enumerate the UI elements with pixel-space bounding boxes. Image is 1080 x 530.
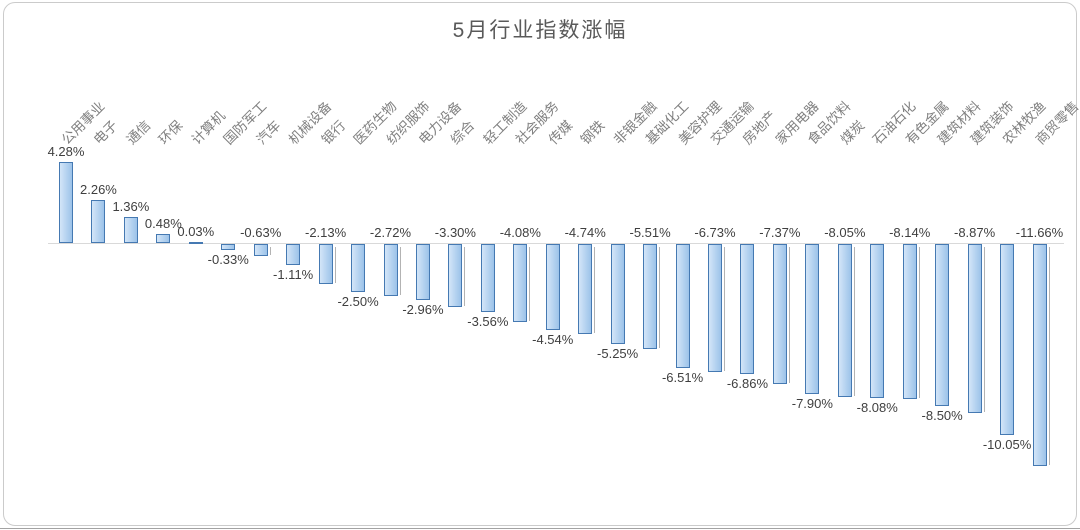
data-label: 2.26%	[80, 182, 117, 197]
data-label: -3.30%	[434, 225, 476, 240]
data-label: -4.74%	[564, 225, 606, 240]
bar-家用电器	[772, 244, 787, 384]
x-axis-line	[48, 243, 1064, 244]
bar-环保	[156, 234, 171, 243]
data-label: 0.48%	[144, 216, 182, 231]
category-label-计算机: 计算机	[188, 108, 228, 148]
leader-line	[788, 247, 790, 383]
page-bottom-edge	[0, 528, 1080, 529]
bar-计算机	[188, 242, 203, 244]
bar-轻工制造	[480, 244, 495, 312]
data-label: -7.37%	[759, 225, 801, 240]
bar-煤炭	[837, 244, 852, 397]
bar-钢铁	[578, 244, 593, 334]
data-label: -8.08%	[856, 400, 898, 415]
leader-line	[594, 247, 596, 333]
data-label: -5.51%	[629, 225, 671, 240]
data-label: -8.14%	[889, 225, 931, 240]
leader-line	[724, 247, 725, 371]
data-label: -2.96%	[402, 302, 444, 317]
data-label: -2.13%	[304, 225, 347, 240]
bar-纺织服饰	[383, 244, 398, 296]
data-label: -0.63%	[240, 225, 282, 240]
category-label-通信: 通信	[123, 117, 154, 148]
data-label: -2.50%	[337, 294, 379, 309]
category-label-环保: 环保	[156, 117, 186, 148]
bar-传媒	[545, 244, 560, 330]
leader-line	[334, 247, 336, 283]
leader-line	[464, 247, 466, 306]
data-label: -8.87%	[953, 225, 996, 240]
chart-frame	[3, 2, 1077, 526]
data-label: -6.86%	[726, 376, 769, 391]
data-label: -4.08%	[499, 225, 541, 240]
leader-line	[918, 247, 920, 398]
data-label: -1.11%	[273, 267, 314, 282]
bar-通信	[123, 217, 138, 243]
bar-有色金属	[902, 244, 917, 399]
leader-line	[853, 247, 855, 396]
data-label: 0.03%	[177, 224, 215, 239]
leader-line	[399, 247, 401, 295]
bar-农林牧渔	[1000, 244, 1015, 435]
data-label: -10.05%	[982, 437, 1032, 452]
leader-line	[529, 247, 531, 321]
chart-title: 5月行业指数涨幅	[452, 19, 628, 42]
data-label: -2.72%	[369, 225, 412, 240]
data-label: -0.33%	[207, 252, 249, 267]
data-label: -6.73%	[694, 225, 736, 240]
data-label: -7.90%	[791, 396, 833, 411]
bar-银行	[318, 244, 333, 284]
bar-建筑装饰	[967, 244, 982, 413]
bar-医药生物	[351, 244, 366, 292]
bar-机械设备	[286, 244, 301, 265]
data-label: -8.05%	[824, 225, 866, 240]
leader-line	[269, 247, 271, 255]
data-label: 4.28%	[47, 144, 85, 159]
bar-国防军工	[221, 244, 236, 250]
leader-line	[983, 247, 985, 412]
bar-社会服务	[513, 244, 528, 322]
bar-电力设备	[415, 244, 430, 300]
bar-汽车	[253, 244, 268, 256]
bar-电子	[91, 200, 106, 243]
bar-建筑材料	[935, 244, 950, 406]
data-label: -11.66%	[1015, 225, 1064, 240]
data-label: -5.25%	[597, 346, 639, 361]
leader-line	[659, 247, 661, 348]
bar-综合	[448, 244, 463, 307]
bar-食品饮料	[805, 244, 820, 394]
bar-交通运输	[708, 244, 722, 372]
data-label: -4.54%	[532, 332, 574, 347]
bar-非银金融	[610, 244, 625, 344]
bar-石油石化	[870, 244, 885, 398]
data-label: -3.56%	[467, 314, 509, 329]
bar-公用事业	[59, 162, 73, 243]
category-label-钢铁: 钢铁	[577, 117, 608, 148]
bar-美容护理	[675, 244, 690, 368]
bar-房地产	[740, 244, 755, 374]
bar-基础化工	[643, 244, 658, 349]
data-label: 1.36%	[112, 199, 150, 214]
data-label: -8.50%	[921, 408, 963, 423]
data-label: -6.51%	[661, 370, 704, 385]
leader-line	[1048, 247, 1050, 465]
bar-商贸零售	[1032, 244, 1047, 466]
